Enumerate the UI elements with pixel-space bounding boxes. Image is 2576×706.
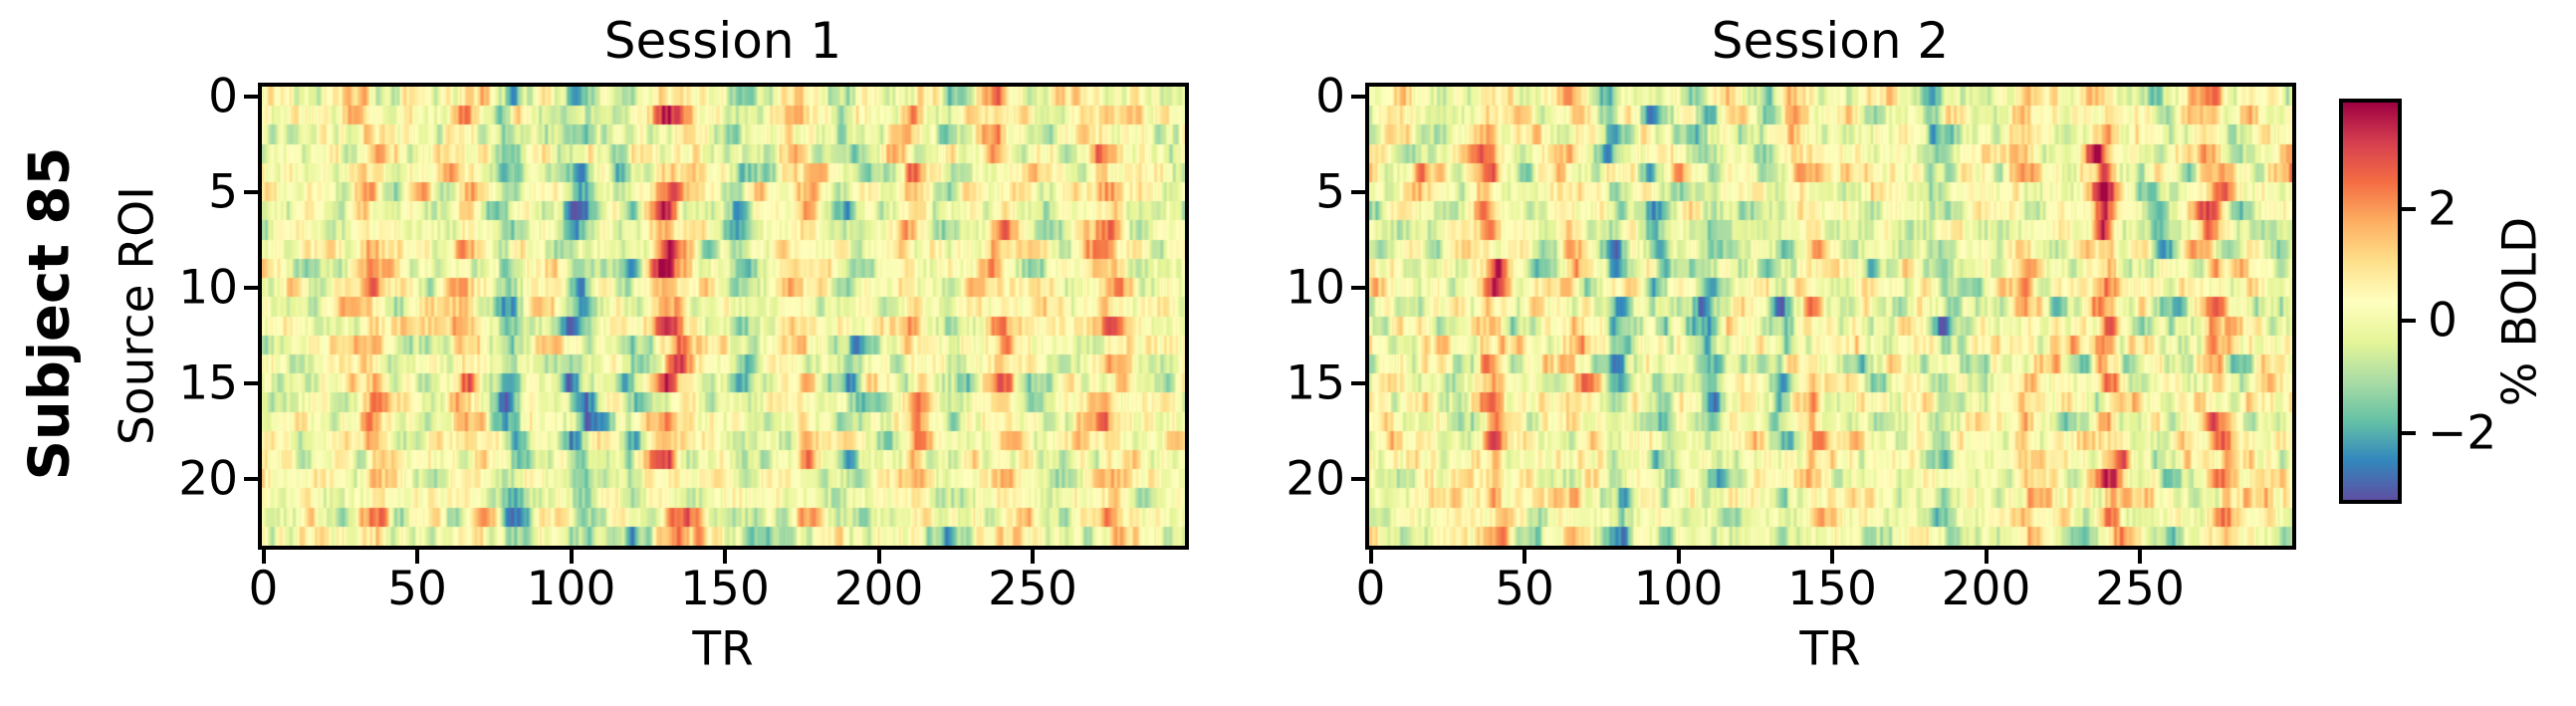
x-tick-label: 0 (248, 562, 279, 616)
colorbar-gradient (2343, 103, 2398, 500)
y-tick-label: 0 (208, 69, 238, 124)
x-tick-mark (261, 550, 266, 564)
y-tick-label: 10 (178, 260, 238, 316)
y-tick-mark (1351, 476, 1365, 481)
y-tick-label: 10 (1286, 260, 1345, 316)
colorbar-tick-label: 0 (2428, 293, 2458, 349)
x-tick-label: 150 (1787, 562, 1877, 616)
x-tick-label: 250 (988, 562, 1077, 616)
x-tick-mark (1676, 550, 1681, 564)
x-tick-mark (876, 550, 881, 564)
x-tick-mark (1522, 550, 1526, 564)
x-tick-label: 100 (1633, 562, 1724, 616)
x-tick-mark (1830, 550, 1834, 564)
session-1-heatmap-canvas (262, 87, 1185, 546)
subject-row-label: Subject 85 (17, 146, 83, 481)
x-tick-mark (569, 550, 574, 564)
y-tick-label: 15 (1286, 355, 1345, 411)
x-tick-label: 150 (680, 562, 770, 616)
colorbar-tick-mark (2402, 319, 2416, 324)
session-1-plot-frame (258, 83, 1189, 550)
session-1-title: Session 1 (603, 12, 842, 70)
colorbar-label: % BOLD (2492, 216, 2548, 407)
colorbar-frame (2339, 99, 2402, 504)
y-tick-label: 0 (1315, 69, 1345, 124)
session-2-plot-frame (1365, 83, 2296, 550)
colorbar-tick-label: −2 (2428, 405, 2497, 461)
x-tick-mark (415, 550, 419, 564)
x-tick-label: 200 (1941, 562, 2031, 616)
session-2-title: Session 2 (1711, 12, 1950, 70)
x-tick-label: 50 (1495, 562, 1554, 616)
y-tick-mark (1351, 94, 1365, 99)
x-tick-label: 0 (1355, 562, 1386, 616)
y-tick-mark (1351, 189, 1365, 194)
y-tick-mark (244, 476, 258, 481)
x-tick-mark (1984, 550, 1989, 564)
y-tick-label: 5 (1315, 164, 1345, 220)
y-tick-mark (1351, 285, 1365, 290)
colorbar-tick-mark (2402, 430, 2416, 435)
x-tick-label: 50 (387, 562, 447, 616)
colorbar-tick-mark (2402, 206, 2416, 211)
x-tick-label: 100 (526, 562, 616, 616)
y-tick-mark (244, 380, 258, 385)
y-tick-mark (244, 285, 258, 290)
session-2-x-axis-label: TR (1799, 621, 1861, 677)
session-2-heatmap-canvas (1369, 87, 2292, 546)
x-tick-label: 250 (2095, 562, 2185, 616)
y-tick-label: 20 (1286, 451, 1345, 507)
x-tick-mark (723, 550, 727, 564)
y-tick-mark (1351, 380, 1365, 385)
x-tick-mark (1031, 550, 1035, 564)
y-tick-mark (244, 94, 258, 99)
y-tick-label: 20 (178, 451, 238, 507)
colorbar-tick-label: 2 (2428, 181, 2458, 237)
y-tick-mark (244, 189, 258, 194)
x-tick-mark (2138, 550, 2142, 564)
y-tick-label: 15 (178, 355, 238, 411)
x-tick-label: 200 (833, 562, 924, 616)
y-tick-label: 5 (208, 164, 238, 220)
x-tick-mark (1368, 550, 1373, 564)
session-1-x-axis-label: TR (692, 621, 754, 677)
